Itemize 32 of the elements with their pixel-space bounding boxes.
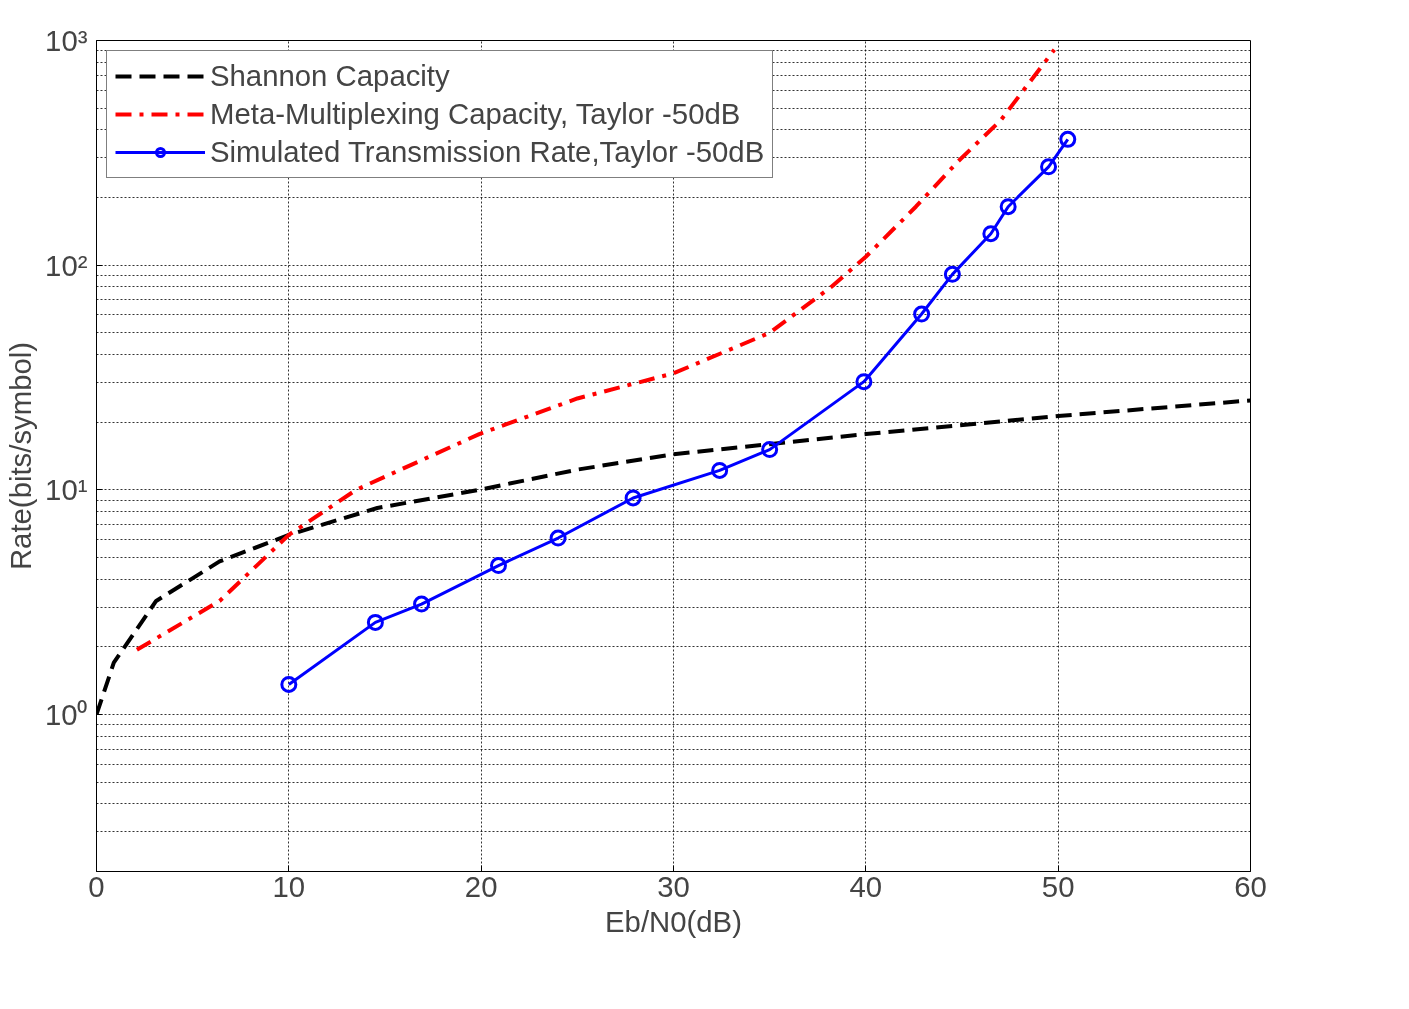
point (855, 373, 873, 391)
y-axis-title: Rate(bits/symbol) (3, 341, 37, 571)
point (624, 489, 642, 507)
x-axis-title: Eb/N0(dB) (605, 904, 742, 938)
y-tick-label: 10⁰ (44, 697, 88, 731)
point (982, 225, 1000, 243)
legend-label: Meta-Multiplexing Capacity, Taylor -50dB (210, 97, 741, 131)
line-series (134, 47, 1057, 652)
y-tick-label: 10³ (45, 24, 88, 57)
point (1059, 130, 1077, 148)
point (761, 441, 779, 459)
point (413, 595, 431, 613)
point (999, 198, 1017, 216)
point (549, 529, 567, 547)
x-tick-label: 0 (88, 869, 105, 903)
x-tick-label: 40 (849, 869, 883, 903)
point (280, 675, 298, 693)
point (943, 265, 961, 283)
legend-label: Shannon Capacity (210, 59, 450, 93)
x-tick-label: 20 (464, 869, 498, 903)
point (1040, 158, 1058, 176)
y-tick-label: 10¹ (45, 473, 88, 507)
x-tick-label: 50 (1041, 869, 1075, 903)
point (366, 613, 384, 631)
point (913, 305, 931, 323)
x-tick-label: 30 (657, 869, 690, 903)
point (489, 557, 507, 575)
legend-label: Simulated Transmission Rate,Taylor -50dB (210, 135, 765, 169)
y-tick-label: 10² (45, 248, 88, 282)
x-tick-label: 60 (1234, 869, 1267, 903)
x-tick-label: 10 (272, 869, 306, 903)
point (711, 461, 729, 479)
